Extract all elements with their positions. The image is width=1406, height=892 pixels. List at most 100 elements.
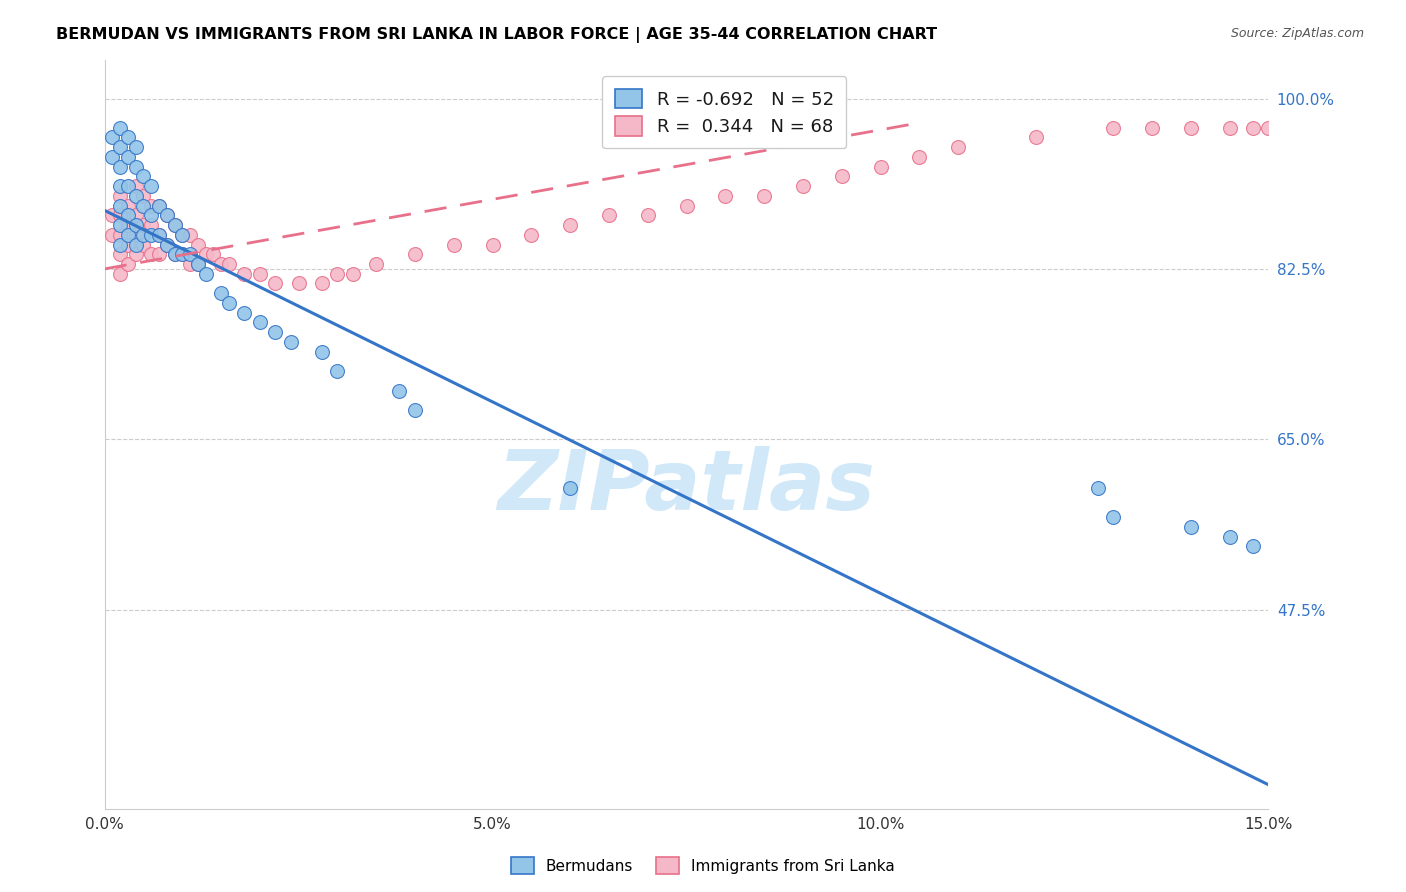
Point (792, 179, 814, 194)
Point (117, 198, 139, 212)
Point (388, 384, 411, 398)
Point (156, 208, 179, 222)
Point (117, 179, 139, 194)
Point (404, 247, 426, 261)
Point (1025, 130, 1047, 145)
Point (326, 364, 349, 378)
Point (108, 140, 131, 154)
Point (831, 169, 853, 184)
Point (148, 198, 170, 212)
Point (1219, 120, 1241, 135)
Point (148, 227, 170, 242)
Point (141, 227, 163, 242)
Point (125, 189, 148, 203)
Text: ZIPatlas: ZIPatlas (498, 446, 876, 527)
Point (108, 208, 131, 222)
Point (520, 227, 543, 242)
Point (101, 150, 124, 164)
Point (187, 257, 209, 271)
Point (117, 130, 139, 145)
Point (194, 247, 217, 261)
Point (280, 334, 302, 349)
Point (752, 189, 775, 203)
Point (148, 198, 170, 212)
Point (125, 140, 148, 154)
Point (179, 257, 201, 271)
Point (209, 286, 232, 301)
Point (163, 247, 186, 261)
Point (714, 189, 737, 203)
Point (1257, 120, 1279, 135)
Point (108, 160, 131, 174)
Legend: Bermudans, Immigrants from Sri Lanka: Bermudans, Immigrants from Sri Lanka (505, 851, 901, 880)
Point (117, 218, 139, 232)
Point (125, 208, 148, 222)
Point (148, 227, 170, 242)
Point (163, 247, 186, 261)
Point (156, 237, 179, 252)
Point (132, 237, 155, 252)
Point (163, 218, 186, 232)
Point (1241, 120, 1264, 135)
Point (1102, 120, 1125, 135)
Point (1219, 529, 1241, 543)
Point (117, 150, 139, 164)
Point (1087, 481, 1109, 495)
Point (132, 169, 155, 184)
Point (218, 257, 240, 271)
Point (125, 247, 148, 261)
Point (108, 237, 131, 252)
Point (404, 403, 426, 417)
Point (443, 237, 465, 252)
Point (1241, 539, 1264, 553)
Point (233, 306, 256, 320)
Point (108, 179, 131, 194)
Point (908, 150, 931, 164)
Point (125, 237, 148, 252)
Legend: R = -0.692   N = 52, R =  0.344   N = 68: R = -0.692 N = 52, R = 0.344 N = 68 (603, 76, 846, 148)
Point (117, 237, 139, 252)
Point (209, 257, 232, 271)
Text: BERMUDAN VS IMMIGRANTS FROM SRI LANKA IN LABOR FORCE | AGE 35-44 CORRELATION CHA: BERMUDAN VS IMMIGRANTS FROM SRI LANKA IN… (56, 27, 938, 43)
Point (675, 198, 697, 212)
Point (560, 481, 582, 495)
Point (187, 257, 209, 271)
Point (172, 227, 194, 242)
Point (132, 198, 155, 212)
Point (1180, 120, 1202, 135)
Point (117, 257, 139, 271)
Point (172, 227, 194, 242)
Point (101, 208, 124, 222)
Point (187, 237, 209, 252)
Point (202, 247, 225, 261)
Point (264, 325, 287, 339)
Point (125, 160, 148, 174)
Point (342, 267, 364, 281)
Point (125, 218, 148, 232)
Point (1140, 120, 1163, 135)
Point (141, 208, 163, 222)
Point (194, 267, 217, 281)
Point (249, 267, 271, 281)
Point (108, 218, 131, 232)
Point (1180, 520, 1202, 534)
Point (311, 277, 333, 291)
Point (108, 267, 131, 281)
Point (101, 227, 124, 242)
Point (637, 208, 659, 222)
Point (218, 296, 240, 310)
Point (156, 208, 179, 222)
Text: Source: ZipAtlas.com: Source: ZipAtlas.com (1230, 27, 1364, 40)
Point (869, 160, 891, 174)
Point (108, 120, 131, 135)
Point (946, 140, 969, 154)
Point (125, 179, 148, 194)
Point (108, 189, 131, 203)
Point (108, 247, 131, 261)
Point (311, 344, 333, 359)
Point (108, 227, 131, 242)
Point (1102, 510, 1125, 524)
Point (141, 218, 163, 232)
Point (141, 179, 163, 194)
Point (101, 130, 124, 145)
